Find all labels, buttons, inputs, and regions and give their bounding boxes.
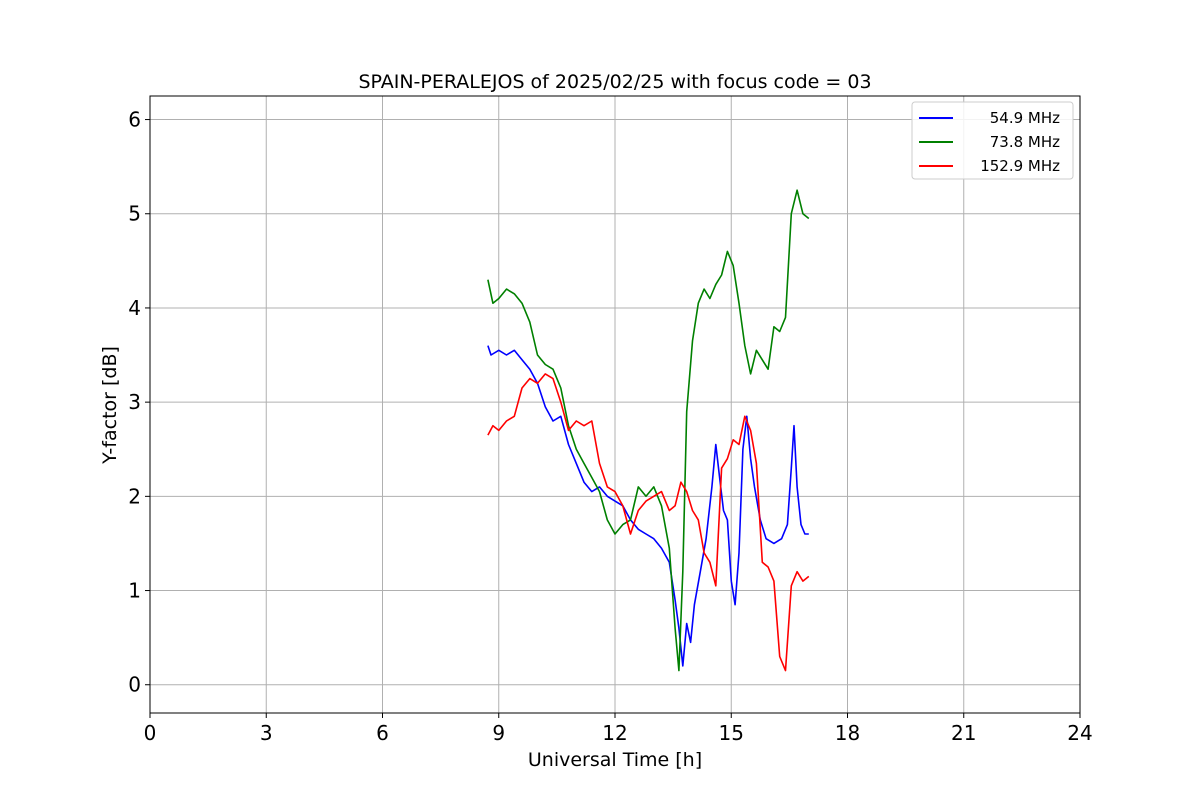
x-tick-label: 24 bbox=[1067, 721, 1092, 745]
y-tick-label: 3 bbox=[128, 390, 141, 414]
legend-label-1: 73.8 MHz bbox=[990, 133, 1060, 151]
y-tick-label: 4 bbox=[128, 296, 141, 320]
legend-label-0: 54.9 MHz bbox=[990, 109, 1060, 127]
x-tick-label: 21 bbox=[951, 721, 976, 745]
y-tick-label: 1 bbox=[128, 579, 141, 603]
chart-title: SPAIN-PERALEJOS of 2025/02/25 with focus… bbox=[358, 71, 871, 93]
y-tick-label: 6 bbox=[128, 108, 141, 132]
x-axis-ticks: 0 3 6 9 12 15 18 21 24 bbox=[144, 713, 1093, 745]
x-tick-label: 18 bbox=[835, 721, 860, 745]
series-line-1 bbox=[487, 189, 810, 672]
y-axis-ticks: 0 1 2 3 4 5 6 bbox=[128, 108, 150, 697]
y-axis-label: Y-factor [dB] bbox=[99, 346, 121, 465]
y-tick-label: 0 bbox=[128, 673, 141, 697]
x-tick-label: 12 bbox=[602, 721, 627, 745]
x-tick-label: 3 bbox=[260, 721, 273, 745]
x-tick-label: 15 bbox=[719, 721, 744, 745]
x-axis-label: Universal Time [h] bbox=[528, 749, 702, 771]
grid-lines bbox=[149, 96, 1081, 713]
y-tick-label: 5 bbox=[128, 202, 141, 226]
legend-box bbox=[911, 101, 1074, 180]
x-tick-label: 9 bbox=[492, 721, 505, 745]
y-tick-label: 2 bbox=[128, 484, 141, 508]
legend: 54.9 MHz 73.8 MHz 152.9 MHz bbox=[911, 101, 1074, 180]
legend-label-2: 152.9 MHz bbox=[980, 157, 1060, 175]
series-lines bbox=[487, 189, 810, 672]
series-line-0 bbox=[487, 345, 809, 667]
series-line-2 bbox=[487, 373, 810, 672]
x-tick-label: 6 bbox=[376, 721, 389, 745]
x-tick-label: 0 bbox=[144, 721, 157, 745]
